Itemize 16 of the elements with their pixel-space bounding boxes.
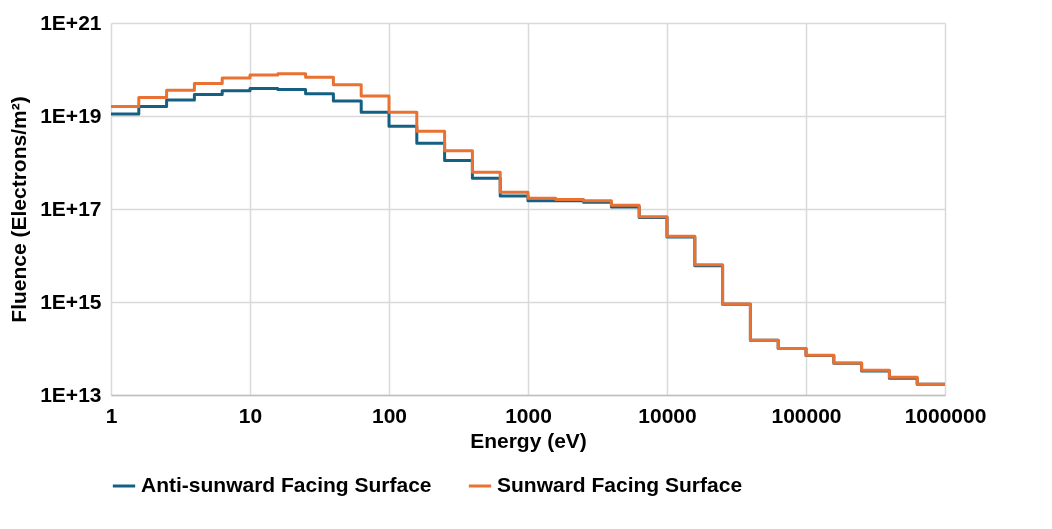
y-tick-label: 1E+15 — [40, 289, 102, 313]
y-tick-label: 1E+19 — [40, 103, 102, 127]
x-tick-label: 1 — [105, 403, 118, 427]
x-axis-title: Energy (eV) — [470, 428, 587, 452]
x-tick-label: 10 — [238, 403, 263, 427]
x-tick-label: 100000 — [771, 403, 842, 427]
x-tick-label: 1000000 — [904, 403, 987, 427]
x-tick-label: 1000 — [505, 403, 552, 427]
y-tick-label: 1E+13 — [40, 382, 102, 406]
y-tick-label: 1E+21 — [40, 10, 102, 34]
y-axis-title: Fluence (Electrons/m²) — [7, 96, 31, 323]
legend-label: Anti-sunward Facing Surface — [141, 473, 432, 496]
legend-label: Sunward Facing Surface — [497, 473, 743, 496]
y-tick-label: 1E+17 — [40, 196, 102, 220]
x-tick-label: 100 — [371, 403, 408, 427]
x-tick-label: 10000 — [638, 403, 697, 427]
